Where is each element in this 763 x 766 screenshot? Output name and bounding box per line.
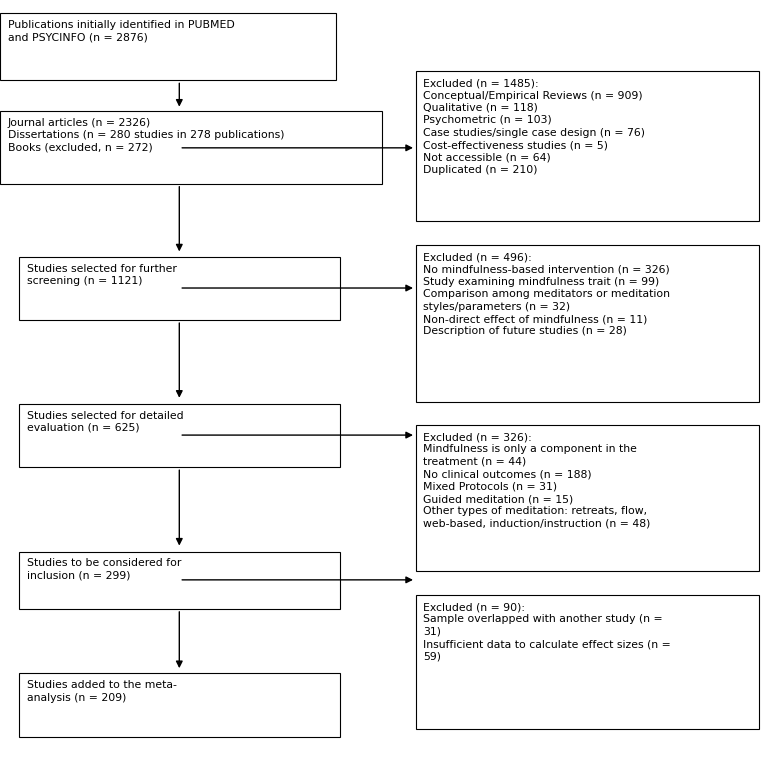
- FancyBboxPatch shape: [19, 673, 340, 737]
- FancyBboxPatch shape: [0, 111, 382, 184]
- Text: Studies selected for further
screening (n = 1121): Studies selected for further screening (…: [27, 264, 176, 286]
- FancyBboxPatch shape: [416, 245, 759, 402]
- Text: Studies to be considered for
inclusion (n = 299): Studies to be considered for inclusion (…: [27, 558, 181, 581]
- FancyBboxPatch shape: [19, 257, 340, 320]
- Text: Publications initially identified in PUBMED
and PSYCINFO (n = 2876): Publications initially identified in PUB…: [8, 20, 234, 42]
- Text: Excluded (n = 496):
No mindfulness-based intervention (n = 326)
Study examining : Excluded (n = 496): No mindfulness-based…: [423, 252, 671, 336]
- Text: Studies added to the meta-
analysis (n = 209): Studies added to the meta- analysis (n =…: [27, 680, 176, 702]
- FancyBboxPatch shape: [416, 71, 759, 221]
- Text: Excluded (n = 90):
Sample overlapped with another study (n =
31)
Insufficient da: Excluded (n = 90): Sample overlapped wit…: [423, 602, 671, 662]
- FancyBboxPatch shape: [416, 425, 759, 571]
- FancyBboxPatch shape: [19, 552, 340, 609]
- Text: Excluded (n = 326):
Mindfulness is only a component in the
treatment (n = 44)
No: Excluded (n = 326): Mindfulness is only …: [423, 432, 651, 529]
- FancyBboxPatch shape: [0, 13, 336, 80]
- Text: Excluded (n = 1485):
Conceptual/Empirical Reviews (n = 909)
Qualitative (n = 118: Excluded (n = 1485): Conceptual/Empirica…: [423, 78, 645, 175]
- FancyBboxPatch shape: [19, 404, 340, 467]
- Text: Studies selected for detailed
evaluation (n = 625): Studies selected for detailed evaluation…: [27, 411, 183, 433]
- FancyBboxPatch shape: [416, 595, 759, 729]
- Text: Journal articles (n = 2326)
Dissertations (n = 280 studies in 278 publications)
: Journal articles (n = 2326) Dissertation…: [8, 118, 284, 152]
